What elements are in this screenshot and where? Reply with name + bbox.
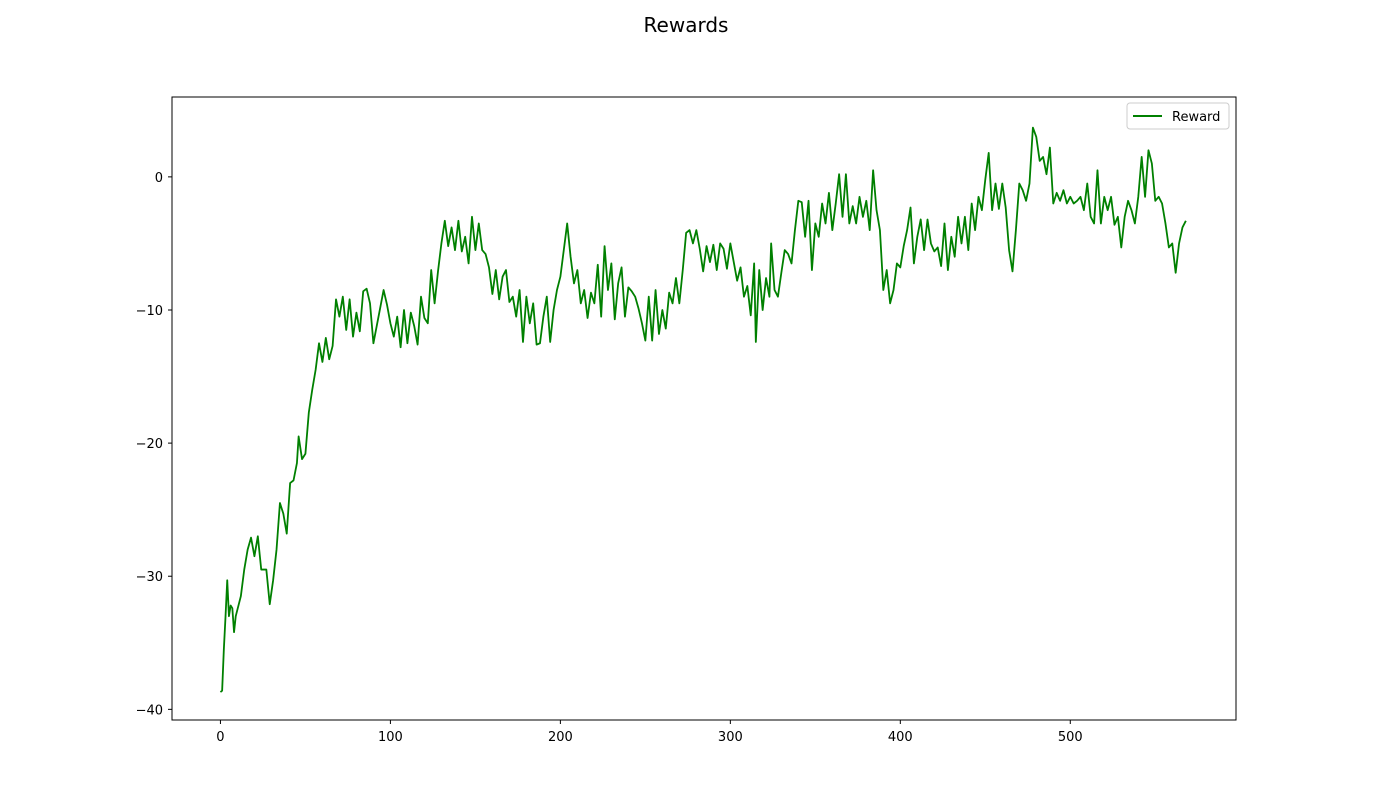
y-tick-label: 0 [155,171,163,186]
y-tick-label: −30 [136,570,163,585]
x-tick-label: 100 [378,730,403,745]
series-group [219,126,1187,693]
series-line-reward [219,126,1187,693]
x-tick-label: 0 [216,730,224,745]
y-axis: −40 −30 −20 −10 0 [136,171,172,718]
x-tick-label: 400 [888,730,913,745]
chart-title: Rewards [644,13,729,37]
x-tick-label: 500 [1058,730,1083,745]
y-tick-label: −20 [136,437,163,452]
legend-label-reward: Reward [1172,110,1220,125]
legend: Reward [1126,102,1230,130]
y-tick-label: −40 [136,703,163,718]
axes-frame [171,96,1237,721]
x-axis: 0 100 200 300 400 500 [216,720,1083,745]
x-tick-label: 300 [718,730,743,745]
y-tick-label: −10 [136,304,163,319]
legend-box [1126,102,1230,130]
x-tick-label: 200 [548,730,573,745]
